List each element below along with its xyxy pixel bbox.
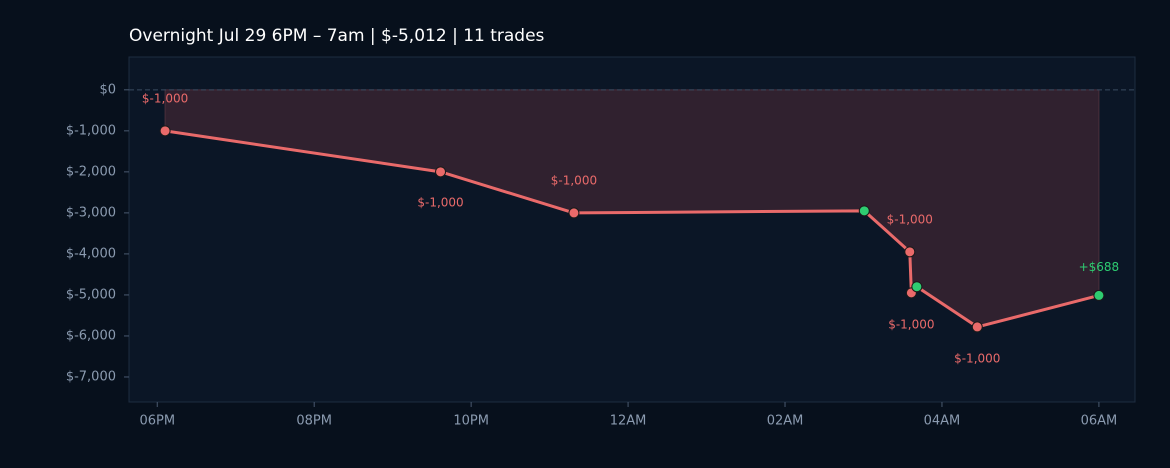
x-tick-label: 12AM [610,414,647,429]
x-tick-label: 08PM [296,414,332,429]
y-tick-label: $0 [99,82,116,97]
value-label: $-1,000 [888,317,934,331]
x-tick-label: 10PM [453,414,489,429]
value-label: $-1,000 [954,351,1000,365]
point [904,246,916,258]
y-tick-label: $-3,000 [66,205,116,220]
x-tick-label: 06PM [139,414,175,429]
point [159,125,171,137]
y-tick-label: $-6,000 [66,328,116,343]
value-label: $-1,000 [417,195,463,209]
value-label: $-1,000 [142,91,188,105]
x-tick-label: 04AM [924,414,961,429]
y-tick-label: $-4,000 [66,246,116,261]
y-tick-label: $-1,000 [66,123,116,138]
x-tick-label: 06AM [1081,414,1118,429]
point [911,281,923,293]
x-tick-label: 02AM [767,414,804,429]
value-label: +$688 [1079,260,1120,274]
y-tick-label: $-2,000 [66,164,116,179]
y-tick-label: $-7,000 [66,369,116,384]
value-label: $-1,000 [551,173,597,187]
y-tick-label: $-5,000 [66,287,116,302]
value-label: $-1,000 [887,212,933,226]
point [971,321,983,333]
chart-title: Overnight Jul 29 6PM – 7am | $-5,012 | 1… [129,26,545,46]
point [1093,289,1105,301]
point [435,166,447,178]
point [858,205,870,217]
point [568,207,580,219]
